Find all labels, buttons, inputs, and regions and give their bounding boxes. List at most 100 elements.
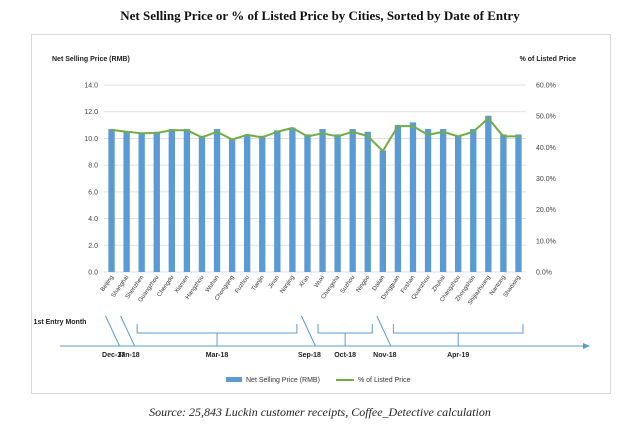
bar	[394, 125, 402, 272]
right-tick-label: 40.0%	[536, 145, 556, 152]
left-tick-label: 2.0	[88, 243, 98, 250]
category-label: Suzhou	[340, 275, 357, 295]
bar	[183, 129, 191, 272]
category-label: Xi'an	[299, 275, 311, 289]
category-label: Nanjing	[279, 275, 296, 295]
right-tick-label: 50.0%	[536, 114, 556, 121]
right-axis-title: % of Listed Price	[520, 56, 577, 63]
right-tick-label: 30.0%	[536, 176, 556, 183]
bar	[259, 135, 266, 272]
left-axis-title: Net Selling Price (RMB)	[52, 56, 130, 63]
line-series	[110, 117, 520, 153]
line-point	[246, 134, 248, 136]
line-point	[472, 130, 475, 133]
bar	[515, 134, 522, 272]
bar	[274, 130, 281, 272]
legend-bar-swatch	[226, 377, 242, 382]
right-tick-label: 60.0%	[536, 83, 556, 90]
timeline-bracket	[392, 324, 524, 334]
left-tick-label: 10.0	[84, 136, 98, 143]
left-tick-label: 14.0	[84, 83, 98, 90]
bar	[470, 129, 477, 272]
bar	[153, 131, 160, 272]
category-label: Jinan	[268, 275, 281, 290]
timeline-bracket	[136, 324, 298, 334]
line-point	[186, 129, 188, 131]
legend: Net Selling Price (RMB) % of Listed Price	[226, 377, 411, 384]
bar	[168, 129, 175, 272]
line-point	[140, 132, 143, 135]
bar	[500, 134, 507, 272]
line-point	[336, 135, 339, 138]
line-point	[442, 130, 444, 133]
line-point	[382, 150, 384, 152]
timeline-pointer	[105, 315, 120, 347]
left-tick-label: 0.0	[88, 270, 98, 277]
line-point	[366, 135, 369, 137]
bar	[455, 135, 462, 272]
line-point	[125, 130, 128, 133]
category-label: Tianjin	[251, 275, 266, 293]
left-axis-ticks: 0.0 2.0 4.0 6.0 8.0 10.0 12.0 14.0	[84, 83, 98, 277]
category-label: Fuzhou	[234, 275, 250, 295]
right-tick-label: 0.0%	[536, 270, 552, 277]
timeline-label: 1st Entry Month	[34, 319, 87, 326]
timeline-period-label: Nov-18	[373, 352, 396, 359]
timeline-period-label: Dec-17	[102, 352, 125, 359]
timeline-pointer	[376, 315, 392, 347]
line-point	[321, 132, 324, 135]
left-tick-label: 6.0	[88, 189, 98, 196]
right-tick-label: 20.0%	[536, 207, 556, 214]
line-point	[291, 127, 294, 129]
line-point	[351, 130, 354, 133]
bar	[138, 133, 145, 272]
bar	[439, 129, 447, 272]
line-path	[111, 117, 519, 153]
category-label: Dalian	[372, 275, 387, 292]
chart-title: Net Selling Price or % of Listed Price b…	[120, 8, 520, 23]
bar	[424, 129, 432, 272]
left-tick-label: 4.0	[88, 216, 98, 223]
line-point	[201, 136, 203, 139]
bar	[289, 127, 296, 272]
bar	[319, 129, 326, 272]
line-point	[261, 136, 264, 139]
line-point	[155, 132, 158, 134]
line-point	[457, 135, 459, 138]
timeline-pointer	[120, 315, 136, 347]
timeline-period-label: Apr-19	[447, 352, 469, 359]
timeline-bracket	[317, 324, 373, 334]
category-label: Beijing	[100, 275, 115, 293]
bar	[228, 138, 236, 272]
line-point	[397, 125, 399, 127]
category-label: Ningbo	[356, 274, 372, 294]
bar	[364, 131, 371, 272]
category-labels: BeijingShanghaiShenzhenGuangzhouChengduX…	[100, 274, 522, 306]
timeline-period-label: Sep-18	[298, 352, 321, 359]
bar	[304, 134, 311, 272]
bar	[198, 135, 206, 272]
line-point	[276, 130, 279, 133]
line-point	[306, 135, 309, 138]
legend-line-label: % of Listed Price	[358, 377, 411, 384]
timeline-period-label: Mar-18	[206, 352, 229, 359]
source-note: Source: 25,843 Luckin customer receipts,…	[149, 405, 491, 419]
line-point	[517, 135, 520, 138]
left-tick-label: 8.0	[88, 163, 98, 170]
bar	[349, 129, 356, 272]
bar	[409, 122, 417, 273]
timeline-period-label: Jan-18	[118, 352, 140, 359]
bar	[485, 115, 492, 272]
line-point	[412, 125, 414, 127]
legend-bar-label: Net Selling Price (RMB)	[246, 377, 320, 384]
left-tick-label: 12.0	[84, 109, 98, 116]
bar	[123, 131, 130, 272]
line-point	[502, 135, 505, 138]
timeline-pointer	[301, 315, 316, 347]
line-point	[171, 129, 173, 131]
bar	[244, 134, 251, 272]
timeline-arrow	[583, 343, 590, 349]
right-axis-ticks: 0.0% 10.0% 20.0% 30.0% 40.0% 50.0% 60.0%	[536, 83, 556, 277]
